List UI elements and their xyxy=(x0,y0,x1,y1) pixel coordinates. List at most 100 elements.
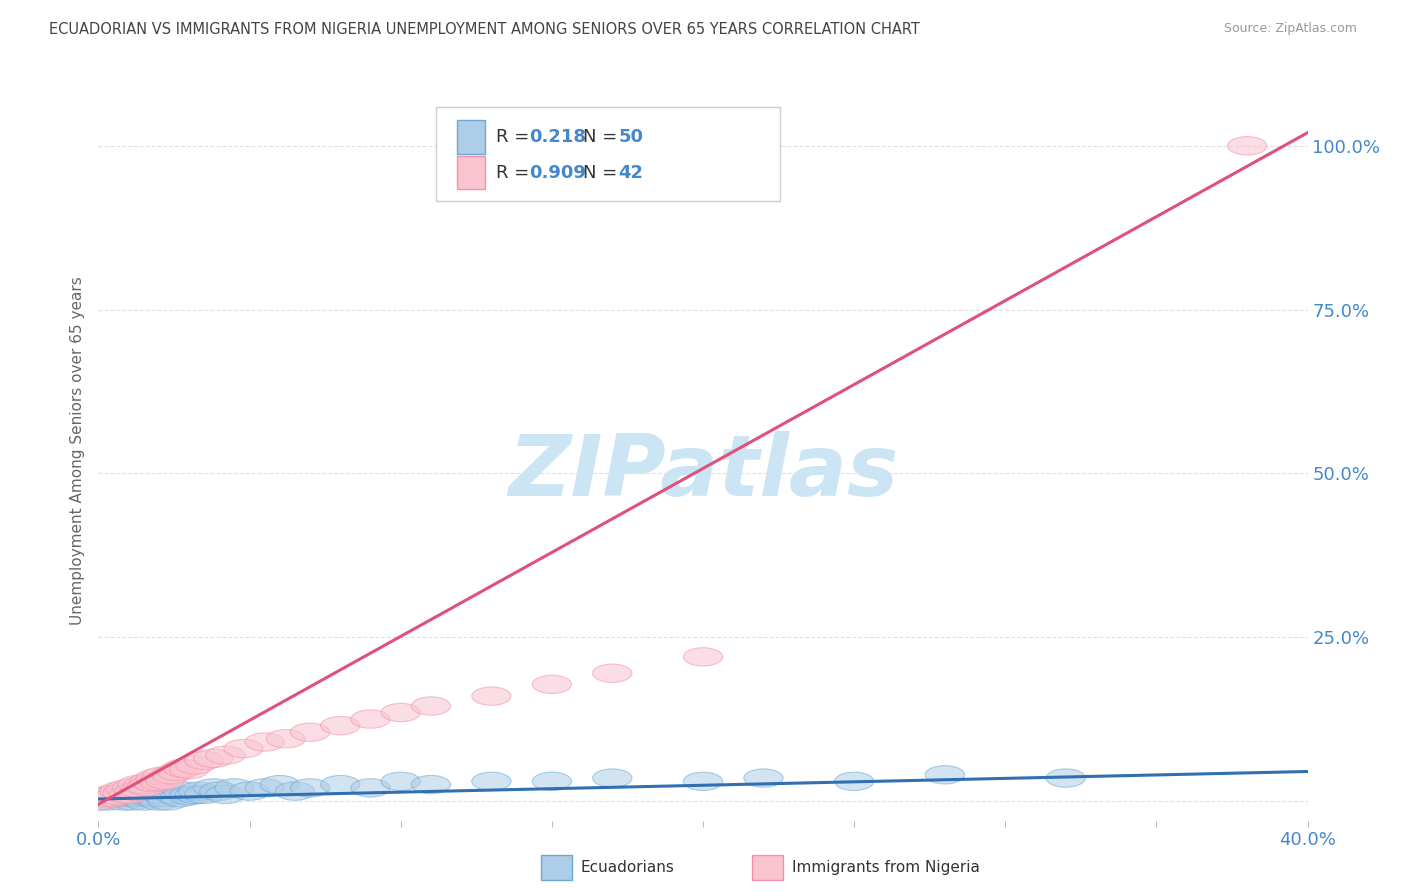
Text: R =: R = xyxy=(496,163,536,181)
Ellipse shape xyxy=(231,782,269,800)
Ellipse shape xyxy=(170,760,208,779)
Ellipse shape xyxy=(245,733,284,751)
Ellipse shape xyxy=(142,785,181,804)
Ellipse shape xyxy=(352,779,389,797)
Ellipse shape xyxy=(110,785,148,804)
Ellipse shape xyxy=(110,785,148,804)
Ellipse shape xyxy=(224,739,263,757)
Ellipse shape xyxy=(134,787,173,805)
Ellipse shape xyxy=(245,779,284,797)
Ellipse shape xyxy=(276,782,315,800)
Ellipse shape xyxy=(1227,136,1267,155)
Ellipse shape xyxy=(472,687,510,706)
Ellipse shape xyxy=(291,779,329,797)
Ellipse shape xyxy=(110,789,148,807)
Ellipse shape xyxy=(170,787,208,805)
Ellipse shape xyxy=(260,775,299,794)
Ellipse shape xyxy=(176,785,215,804)
Ellipse shape xyxy=(160,789,200,807)
Ellipse shape xyxy=(291,723,329,741)
Text: 50: 50 xyxy=(619,128,644,146)
Ellipse shape xyxy=(184,785,224,804)
Ellipse shape xyxy=(148,792,187,810)
Ellipse shape xyxy=(205,746,245,764)
Ellipse shape xyxy=(152,765,191,784)
Ellipse shape xyxy=(321,775,360,794)
Text: ECUADORIAN VS IMMIGRANTS FROM NIGERIA UNEMPLOYMENT AMONG SENIORS OVER 65 YEARS C: ECUADORIAN VS IMMIGRANTS FROM NIGERIA UN… xyxy=(49,22,920,37)
Ellipse shape xyxy=(1046,769,1085,788)
Ellipse shape xyxy=(115,782,155,800)
Ellipse shape xyxy=(94,789,134,807)
Ellipse shape xyxy=(744,769,783,788)
Ellipse shape xyxy=(131,772,170,790)
Text: N =: N = xyxy=(583,163,623,181)
Ellipse shape xyxy=(533,675,571,694)
Ellipse shape xyxy=(103,784,142,802)
Y-axis label: Unemployment Among Seniors over 65 years: Unemployment Among Seniors over 65 years xyxy=(70,277,86,624)
Text: Ecuadorians: Ecuadorians xyxy=(581,860,675,874)
Ellipse shape xyxy=(121,780,160,798)
Ellipse shape xyxy=(352,710,389,728)
Ellipse shape xyxy=(412,697,450,715)
Ellipse shape xyxy=(118,775,157,794)
Ellipse shape xyxy=(127,778,166,796)
Ellipse shape xyxy=(97,787,136,805)
Ellipse shape xyxy=(115,787,155,805)
Ellipse shape xyxy=(100,782,139,800)
Ellipse shape xyxy=(139,772,179,790)
Text: 42: 42 xyxy=(619,163,644,181)
Text: N =: N = xyxy=(583,128,623,146)
Ellipse shape xyxy=(179,782,218,800)
Ellipse shape xyxy=(127,785,166,804)
Text: ZIPatlas: ZIPatlas xyxy=(508,431,898,514)
Ellipse shape xyxy=(87,792,127,810)
Ellipse shape xyxy=(112,792,152,810)
Ellipse shape xyxy=(136,789,176,807)
Ellipse shape xyxy=(925,765,965,784)
Ellipse shape xyxy=(321,716,360,735)
Ellipse shape xyxy=(194,779,233,797)
Ellipse shape xyxy=(163,759,202,778)
Text: 0.909: 0.909 xyxy=(529,163,585,181)
Ellipse shape xyxy=(683,772,723,790)
Ellipse shape xyxy=(593,769,631,788)
Ellipse shape xyxy=(472,772,510,790)
Ellipse shape xyxy=(91,785,131,804)
Ellipse shape xyxy=(835,772,873,790)
Ellipse shape xyxy=(79,792,118,810)
Ellipse shape xyxy=(118,789,157,807)
Ellipse shape xyxy=(215,779,254,797)
Ellipse shape xyxy=(266,730,305,747)
Ellipse shape xyxy=(103,792,142,810)
Ellipse shape xyxy=(105,787,145,805)
Ellipse shape xyxy=(381,772,420,790)
Text: Source: ZipAtlas.com: Source: ZipAtlas.com xyxy=(1223,22,1357,36)
Ellipse shape xyxy=(124,775,163,794)
Ellipse shape xyxy=(155,785,194,804)
Ellipse shape xyxy=(112,779,152,797)
Ellipse shape xyxy=(131,789,170,807)
Ellipse shape xyxy=(683,648,723,666)
Text: 0.218: 0.218 xyxy=(529,128,586,146)
Ellipse shape xyxy=(533,772,571,790)
Ellipse shape xyxy=(200,782,239,800)
Ellipse shape xyxy=(142,767,181,785)
Ellipse shape xyxy=(134,773,173,792)
Text: Immigrants from Nigeria: Immigrants from Nigeria xyxy=(792,860,980,874)
Ellipse shape xyxy=(194,749,233,768)
Ellipse shape xyxy=(136,769,176,788)
Ellipse shape xyxy=(593,664,631,682)
Text: R =: R = xyxy=(496,128,536,146)
Ellipse shape xyxy=(139,792,179,810)
Ellipse shape xyxy=(176,756,215,774)
Ellipse shape xyxy=(121,785,160,804)
Ellipse shape xyxy=(105,780,145,798)
Ellipse shape xyxy=(412,775,450,794)
Ellipse shape xyxy=(100,789,139,807)
Ellipse shape xyxy=(79,792,118,810)
Ellipse shape xyxy=(145,771,184,789)
Ellipse shape xyxy=(94,785,134,804)
Ellipse shape xyxy=(184,751,224,770)
Ellipse shape xyxy=(84,789,124,807)
Ellipse shape xyxy=(163,782,202,800)
